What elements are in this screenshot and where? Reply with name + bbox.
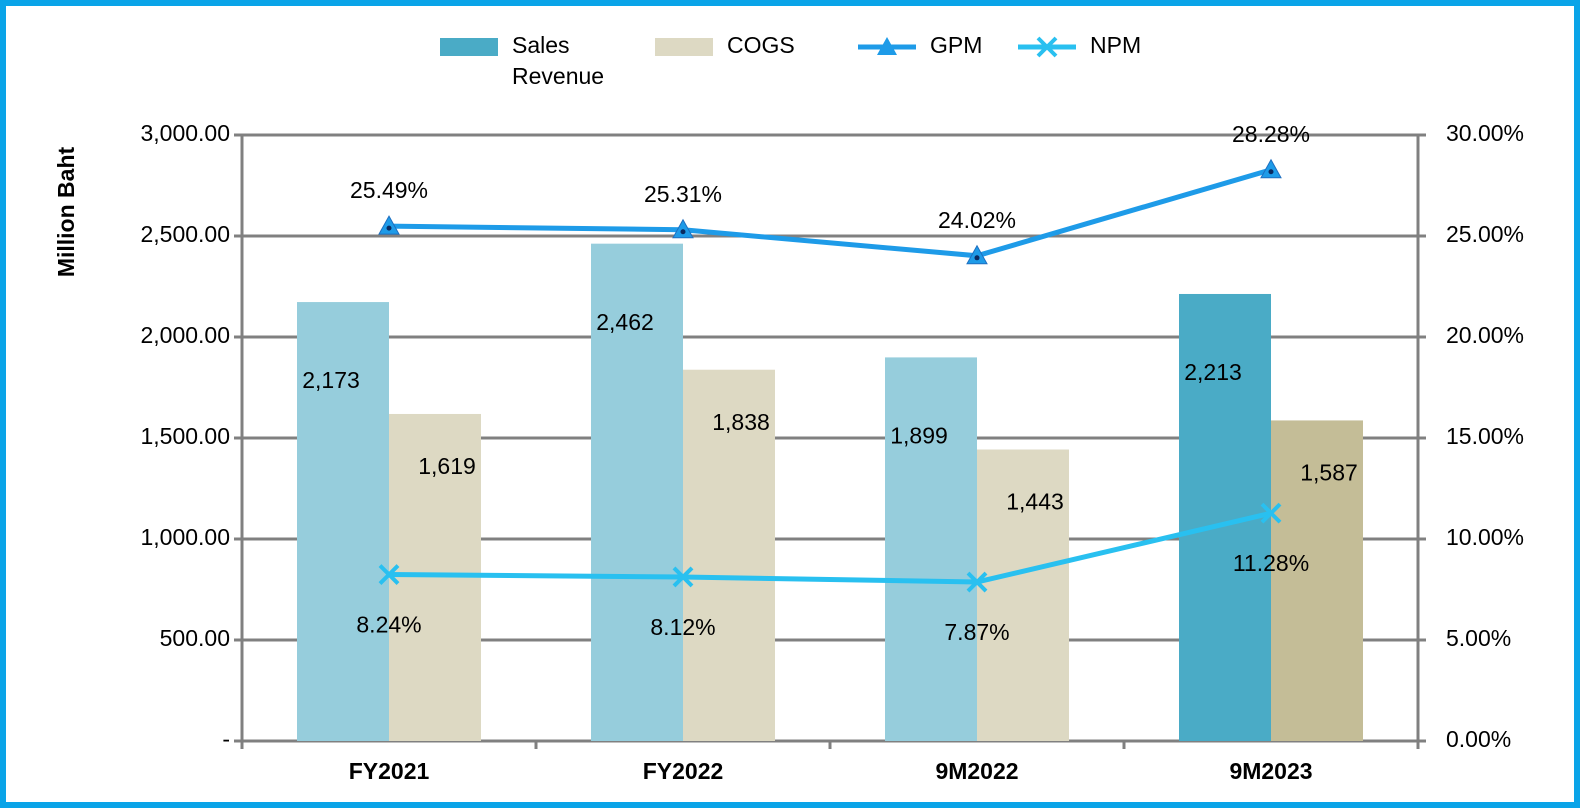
marker (966, 571, 988, 593)
data-label: 11.28% (1233, 550, 1309, 576)
data-label: 1,899 (890, 422, 948, 448)
marker-dot (680, 229, 686, 235)
y2-tick-label: 0.00% (1446, 726, 1511, 752)
data-label: 2,173 (302, 367, 360, 393)
y-axis-title: Million Baht (53, 147, 79, 278)
x-tick-label: 9M2023 (1229, 758, 1312, 784)
marker (1260, 158, 1282, 179)
bar (591, 243, 683, 741)
data-label: 1,587 (1300, 460, 1358, 486)
data-label: 1,619 (418, 453, 476, 479)
marker (378, 564, 400, 585)
x-tick-label: FY2022 (643, 758, 724, 784)
marker-dot (386, 225, 392, 231)
data-label: 25.49% (350, 177, 428, 203)
legend-marker (1036, 36, 1058, 58)
y2-tick-label: 15.00% (1446, 423, 1524, 449)
data-label: 28.28% (1232, 121, 1310, 147)
y2-tick-label: 30.00% (1446, 120, 1524, 146)
line (388, 510, 1272, 585)
data-label: 2,213 (1184, 359, 1242, 385)
y-tick-label: 500.00 (160, 625, 230, 651)
marker-dot (1268, 169, 1274, 175)
y-tick-label: 3,000.00 (140, 120, 230, 146)
data-label: 25.31% (644, 181, 722, 207)
marker (672, 566, 694, 588)
data-label: 1,838 (712, 409, 770, 435)
marker-dot (974, 255, 980, 261)
y2-tick-label: 5.00% (1446, 625, 1511, 651)
legend-swatch (440, 38, 498, 56)
y-tick-label: 2,500.00 (140, 221, 230, 247)
data-label: 1,443 (1006, 489, 1064, 515)
bar (297, 302, 389, 741)
legend-marker (877, 37, 897, 55)
line (388, 167, 1272, 259)
marker (1260, 502, 1282, 524)
data-label: 8.24% (356, 612, 421, 638)
data-label: 7.87% (944, 619, 1009, 645)
y-tick-label: 1,500.00 (140, 423, 230, 449)
y-tick-label: 1,000.00 (140, 524, 230, 550)
legend-swatch (655, 38, 713, 56)
legend-label: GPM (930, 32, 982, 58)
y-tick-label: - (222, 726, 230, 752)
legend-label: COGS (727, 32, 795, 58)
y2-tick-label: 25.00% (1446, 221, 1524, 247)
data-label: 8.12% (650, 614, 715, 640)
data-label: 24.02% (938, 207, 1016, 233)
marker (966, 244, 988, 265)
data-label: 2,462 (596, 309, 654, 335)
legend-label: NPM (1090, 32, 1141, 58)
x-tick-label: FY2021 (349, 758, 430, 784)
bar (683, 369, 775, 741)
bar (885, 357, 977, 741)
y2-tick-label: 10.00% (1446, 524, 1524, 550)
y-tick-label: 2,000.00 (140, 322, 230, 348)
marker (378, 215, 400, 235)
bar (1271, 420, 1363, 741)
bar (977, 449, 1069, 741)
legend-label: Sales Revenue (512, 32, 604, 89)
x-tick-label: 9M2022 (935, 758, 1018, 784)
y2-tick-label: 20.00% (1446, 322, 1524, 348)
marker (672, 218, 694, 239)
